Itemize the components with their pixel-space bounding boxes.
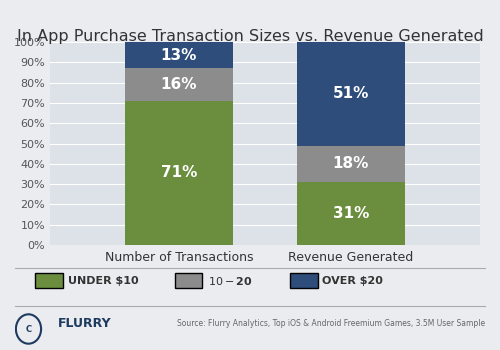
Text: FLURRY: FLURRY — [58, 317, 111, 330]
Bar — [297, 182, 405, 245]
Text: $10 - $20: $10 - $20 — [208, 275, 252, 287]
Text: 71%: 71% — [161, 166, 197, 181]
Bar — [125, 42, 233, 68]
Text: UNDER $10: UNDER $10 — [68, 276, 138, 286]
Bar — [297, 146, 405, 182]
Bar — [297, 42, 405, 146]
Bar — [125, 68, 233, 101]
Text: 13%: 13% — [161, 48, 197, 63]
Bar — [125, 101, 233, 245]
Text: 51%: 51% — [333, 86, 369, 101]
Text: 16%: 16% — [161, 77, 197, 92]
Text: In App Purchase Transaction Sizes vs. Revenue Generated: In App Purchase Transaction Sizes vs. Re… — [16, 29, 483, 44]
Text: 18%: 18% — [333, 156, 369, 171]
Text: 31%: 31% — [333, 206, 369, 221]
Text: Source: Flurry Analytics, Top iOS & Android Freemium Games, 3.5M User Sample: Source: Flurry Analytics, Top iOS & Andr… — [177, 319, 485, 328]
Text: C: C — [26, 324, 32, 334]
Text: OVER $20: OVER $20 — [322, 276, 384, 286]
